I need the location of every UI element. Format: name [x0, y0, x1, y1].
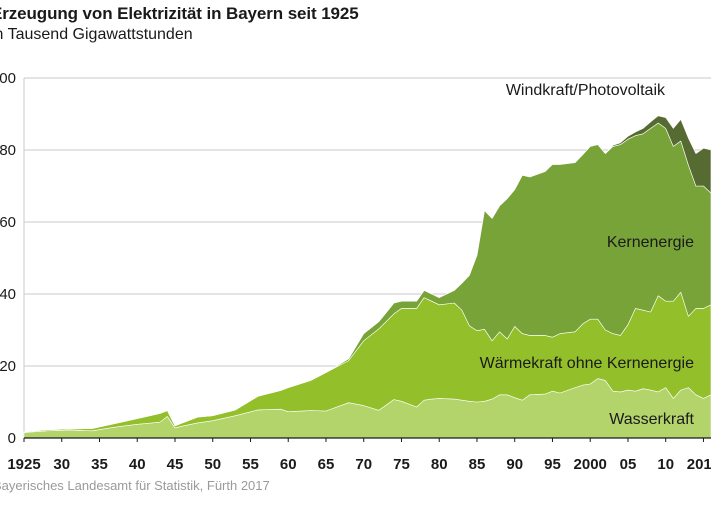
y-tick-label: 40 — [0, 286, 16, 303]
x-tick-label: 75 — [393, 456, 410, 473]
y-tick-labels: 0 20 40 60 80 100 — [0, 70, 16, 447]
series-label-waermekraft: Wärmekraft ohne Kernenergie — [480, 355, 694, 372]
x-tick-label: 65 — [318, 456, 335, 473]
series-label-wasserkraft: Wasserkraft — [609, 411, 694, 428]
y-tick-label: 80 — [0, 142, 16, 159]
series-labels: Windkraft/Photovoltaik Kernenergie Wärme… — [480, 82, 695, 428]
x-tick-label: 85 — [469, 456, 486, 473]
chart-subtitle: in Tausend Gigawattstunden — [0, 26, 193, 43]
y-tick-label: 100 — [0, 70, 16, 87]
x-tick-label: 80 — [431, 456, 448, 473]
x-tick-labels: 1925 30 35 40 45 50 55 60 65 70 75 80 85 90 95 2000 05 10… — [7, 456, 711, 473]
x-tick-label: 40 — [129, 456, 146, 473]
x-tick-label: 55 — [242, 456, 259, 473]
area-windkraft-photovoltaik — [23, 115, 711, 433]
chart-title: Erzeugung von Elektrizität in Bayern sei… — [0, 4, 359, 23]
x-tick-label: 10 — [657, 456, 674, 473]
y-tick-label: 20 — [0, 358, 16, 375]
series-label-windkraft: Windkraft/Photovoltaik — [506, 82, 666, 99]
x-tick-label: 2000 — [574, 456, 607, 473]
x-tick-label: 60 — [280, 456, 297, 473]
source-note: Bayerisches Landesamt für Statistik, Für… — [0, 478, 270, 493]
x-tick-label: 35 — [91, 456, 108, 473]
x-tick-label: 45 — [167, 456, 184, 473]
x-tick-label: 05 — [620, 456, 637, 473]
x-tick-label: 2015 — [687, 456, 711, 473]
x-tick-label: 50 — [204, 456, 221, 473]
area-series — [23, 115, 711, 439]
series-label-kernenergie: Kernenergie — [607, 234, 694, 251]
x-tick-label: 70 — [355, 456, 372, 473]
y-tick-label: 60 — [0, 214, 16, 231]
x-tick-label: 90 — [506, 456, 523, 473]
x-tick-label: 30 — [53, 456, 70, 473]
axes — [23, 437, 711, 442]
x-tick-label: 1925 — [7, 456, 40, 473]
y-tick-label: 0 — [8, 430, 16, 447]
x-tick-label: 95 — [544, 456, 561, 473]
